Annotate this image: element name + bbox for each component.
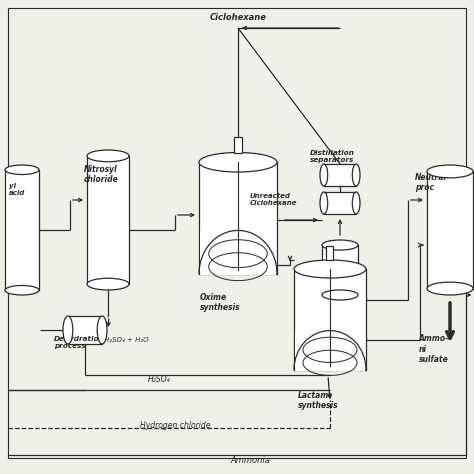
Ellipse shape (63, 316, 73, 344)
Ellipse shape (320, 192, 328, 214)
Text: H₂SO₄ + H₂O: H₂SO₄ + H₂O (104, 337, 149, 343)
Text: Ciclohexane: Ciclohexane (210, 13, 266, 22)
Ellipse shape (427, 282, 473, 295)
Text: Neutral-
proc: Neutral- proc (415, 173, 450, 192)
Ellipse shape (352, 192, 360, 214)
Text: Nitrosyl
chloride: Nitrosyl chloride (84, 164, 119, 184)
Bar (234, 137, 242, 153)
Bar (327, 246, 334, 260)
Ellipse shape (5, 285, 39, 295)
Bar (324, 192, 356, 214)
Ellipse shape (294, 260, 366, 278)
Text: Ammo-
ni
sulfate: Ammo- ni sulfate (419, 334, 449, 364)
Text: Unreacted
Ciclohexane: Unreacted Ciclohexane (250, 193, 298, 206)
Bar (87, 156, 129, 284)
Bar (294, 269, 366, 370)
Text: Neutralization
treatment: Neutralization treatment (305, 273, 361, 286)
Text: Distillation
separators: Distillation separators (310, 150, 355, 163)
Text: Lactam
synthesis: Lactam synthesis (298, 391, 338, 410)
Bar (427, 172, 473, 289)
Bar (324, 164, 356, 186)
Ellipse shape (322, 240, 358, 250)
Ellipse shape (320, 164, 328, 186)
Ellipse shape (352, 164, 360, 186)
Bar (295, 332, 365, 371)
Text: H₂SO₄: H₂SO₄ (148, 375, 171, 384)
Ellipse shape (322, 290, 358, 300)
Ellipse shape (427, 165, 473, 178)
Bar (5, 170, 39, 290)
Bar (322, 245, 358, 295)
Text: yl
acid: yl acid (9, 183, 25, 196)
Ellipse shape (97, 316, 107, 344)
Bar (199, 162, 277, 274)
Ellipse shape (87, 278, 129, 290)
Text: Hydrogen chloride: Hydrogen chloride (140, 421, 210, 430)
Text: Dehydration
process: Dehydration process (54, 336, 105, 349)
Text: Oxime
synthesis: Oxime synthesis (200, 292, 241, 312)
Bar (68, 316, 102, 344)
Ellipse shape (199, 153, 277, 172)
Bar (200, 231, 276, 275)
Ellipse shape (5, 165, 39, 174)
Text: Ammonia: Ammonia (230, 456, 270, 465)
Ellipse shape (87, 150, 129, 162)
